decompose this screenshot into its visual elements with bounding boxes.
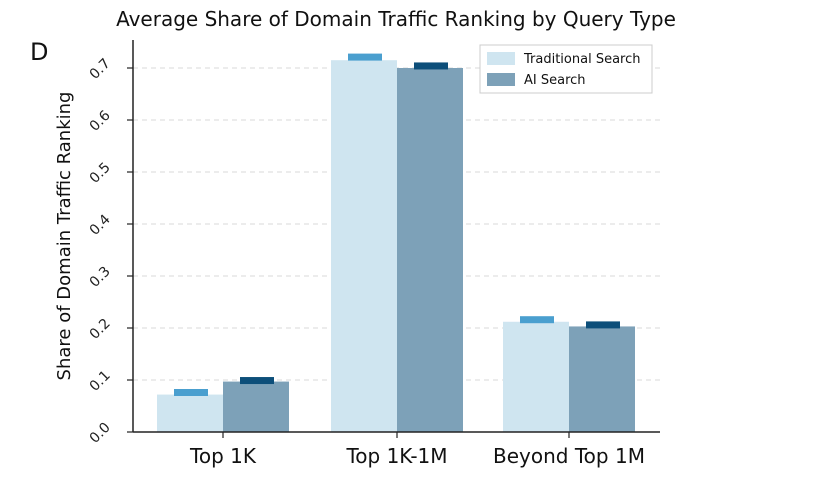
y-tick-label: 0.0 bbox=[87, 420, 114, 447]
bar bbox=[157, 394, 223, 432]
bar bbox=[223, 381, 289, 432]
bar-marker bbox=[586, 321, 620, 329]
panel-label: D bbox=[30, 38, 48, 66]
bar bbox=[397, 68, 463, 432]
y-tick-label: 0.1 bbox=[87, 368, 114, 395]
y-tick-label: 0.2 bbox=[87, 316, 114, 343]
y-tick-label: 0.7 bbox=[87, 56, 114, 83]
y-tick-label: 0.6 bbox=[87, 108, 114, 135]
x-tick-label: Top 1K-1M bbox=[345, 444, 447, 468]
x-tick-label: Beyond Top 1M bbox=[493, 444, 645, 468]
bar bbox=[569, 326, 635, 432]
legend-label-ai-search: AI Search bbox=[524, 73, 586, 88]
legend: Traditional Search AI Search bbox=[479, 44, 653, 94]
bar-marker bbox=[348, 53, 382, 61]
y-ticks: 0.0 0.1 0.2 0.3 0.4 0.5 0.6 0.7 bbox=[87, 56, 133, 447]
legend-label-traditional-search: Traditional Search bbox=[523, 52, 640, 67]
bar-markers bbox=[174, 53, 620, 396]
bar-marker bbox=[174, 389, 208, 396]
x-tick-label: Top 1K bbox=[189, 444, 257, 468]
chart-title: Average Share of Domain Traffic Ranking … bbox=[116, 7, 676, 31]
legend-swatch-ai-search bbox=[487, 73, 515, 86]
bars bbox=[157, 60, 635, 432]
legend-swatch-traditional-search bbox=[487, 52, 515, 65]
bar bbox=[331, 60, 397, 432]
y-tick-label: 0.5 bbox=[87, 160, 114, 187]
y-axis-label: Share of Domain Traffic Ranking bbox=[54, 92, 75, 381]
x-ticks: Top 1K Top 1K-1M Beyond Top 1M bbox=[189, 432, 645, 468]
bar-marker bbox=[520, 316, 554, 324]
y-tick-label: 0.3 bbox=[87, 264, 114, 291]
y-tick-label: 0.4 bbox=[87, 212, 114, 239]
bar-marker bbox=[414, 62, 448, 70]
bar-marker bbox=[240, 377, 274, 385]
bar bbox=[503, 321, 569, 432]
